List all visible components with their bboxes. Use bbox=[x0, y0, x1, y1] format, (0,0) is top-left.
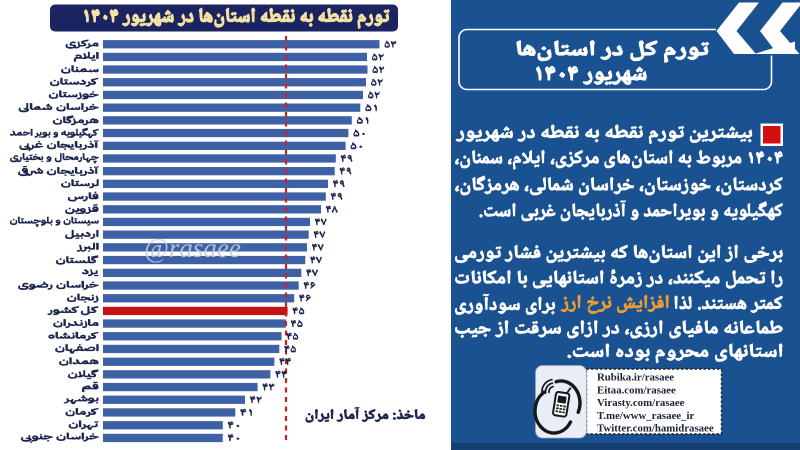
svg-text:Virasty.com/rasaee: Virasty.com/rasaee bbox=[597, 397, 685, 409]
svg-text:@rasaee: @rasaee bbox=[144, 233, 241, 263]
svg-text:Rubika.ir/rasaee: Rubika.ir/rasaee bbox=[597, 372, 674, 384]
svg-text:Eitaa.com/rasaee: Eitaa.com/rasaee bbox=[597, 384, 676, 396]
svg-text:T.me/www_rasaee_ir: T.me/www_rasaee_ir bbox=[597, 410, 694, 422]
svg-text:Twitter.com/hamidrasaee: Twitter.com/hamidrasaee bbox=[597, 423, 714, 435]
